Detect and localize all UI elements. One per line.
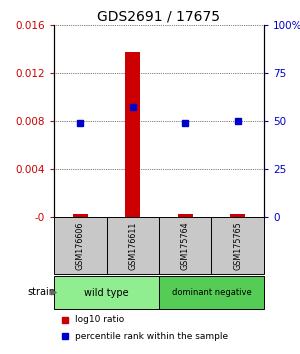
- Text: GSM176606: GSM176606: [76, 221, 85, 269]
- Text: strain: strain: [27, 287, 55, 297]
- Text: GSM175765: GSM175765: [233, 221, 242, 270]
- Text: dominant negative: dominant negative: [172, 288, 251, 297]
- Bar: [54, 276, 159, 309]
- Bar: [125, 52, 140, 217]
- Text: log10 ratio: log10 ratio: [75, 315, 124, 324]
- Bar: [212, 217, 264, 274]
- Bar: [159, 276, 264, 309]
- Title: GDS2691 / 17675: GDS2691 / 17675: [98, 10, 220, 24]
- Bar: [106, 217, 159, 274]
- Text: GSM175764: GSM175764: [181, 221, 190, 270]
- Bar: [73, 214, 88, 217]
- Bar: [159, 217, 211, 274]
- Text: GSM176611: GSM176611: [128, 221, 137, 269]
- Bar: [54, 217, 106, 274]
- Text: percentile rank within the sample: percentile rank within the sample: [75, 332, 228, 341]
- Bar: [178, 214, 193, 217]
- Text: wild type: wild type: [84, 287, 129, 298]
- Bar: [230, 214, 245, 217]
